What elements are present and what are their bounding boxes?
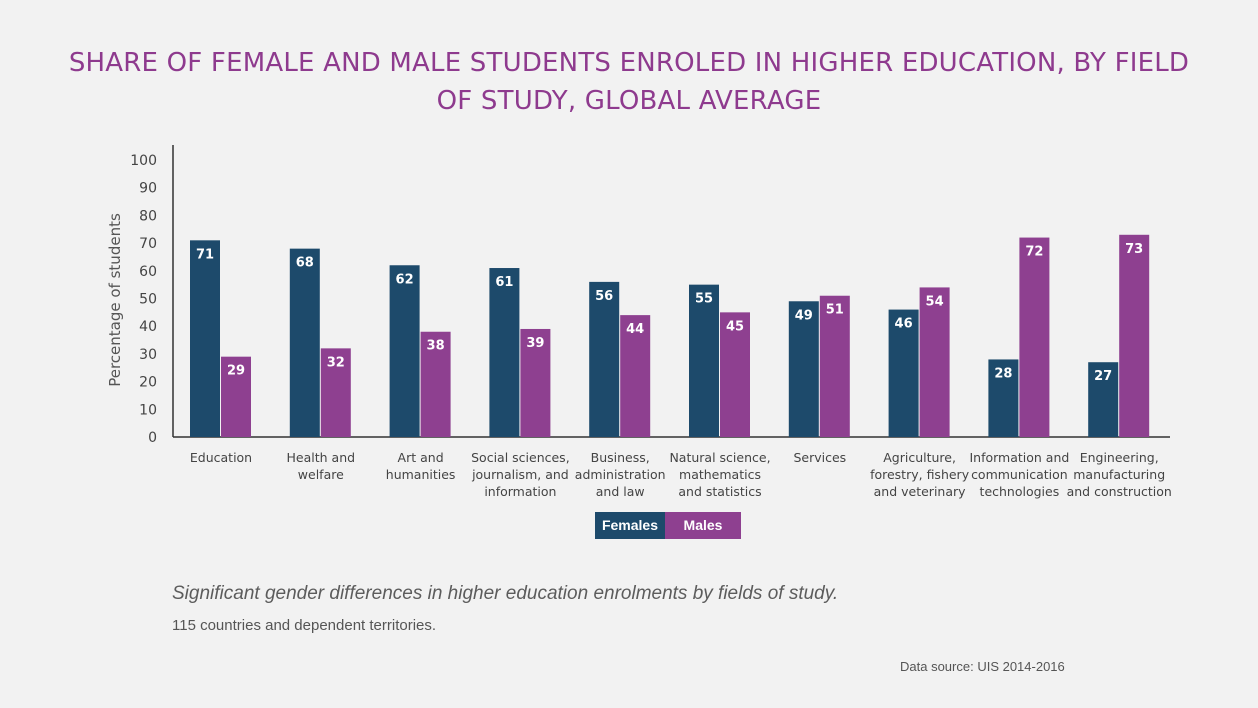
data-label: 39 bbox=[526, 336, 544, 351]
bar-females bbox=[689, 284, 719, 437]
y-tick-label: 10 bbox=[139, 402, 157, 418]
data-label: 61 bbox=[495, 275, 513, 290]
bar-males bbox=[620, 315, 651, 437]
y-tick-label: 60 bbox=[139, 264, 157, 280]
bar-males bbox=[720, 312, 750, 437]
bar-females bbox=[489, 268, 520, 437]
bar-females bbox=[190, 240, 220, 437]
data-label: 62 bbox=[396, 272, 414, 287]
data-source: Data source: UIS 2014-2016 bbox=[900, 659, 1065, 674]
data-label: 56 bbox=[595, 289, 613, 304]
x-tick-label: Education bbox=[190, 450, 252, 465]
x-tick-label: Natural science, mathematics and statistic… bbox=[669, 450, 770, 499]
x-tick-label: Engineering, manufacturing and constructio… bbox=[1067, 450, 1172, 499]
bar-males bbox=[221, 356, 251, 437]
data-label: 51 bbox=[826, 303, 844, 318]
data-label: 68 bbox=[296, 256, 314, 271]
data-label: 45 bbox=[726, 319, 744, 334]
chart-title: SHARE OF FEMALE AND MALE STUDENTS ENROLE… bbox=[68, 48, 1190, 116]
y-tick-label: 20 bbox=[139, 375, 157, 391]
y-tick-label: 50 bbox=[139, 292, 157, 308]
x-tick-label: Services bbox=[793, 450, 846, 465]
x-tick-label: Business, administration and law bbox=[575, 450, 666, 499]
data-label: 32 bbox=[327, 355, 345, 370]
y-tick-label: 100 bbox=[130, 153, 157, 169]
bar-females bbox=[389, 265, 420, 437]
bar-females bbox=[988, 359, 1019, 437]
y-tick-label: 0 bbox=[148, 430, 157, 446]
legend: Females Males bbox=[595, 512, 741, 539]
bar-females bbox=[589, 281, 620, 437]
data-label: 71 bbox=[196, 247, 214, 262]
caption-main: Significant gender differences in higher… bbox=[172, 583, 839, 604]
x-tick-label: Information and communication technologies bbox=[969, 450, 1069, 499]
x-tick-label: Art and humanities bbox=[386, 450, 456, 482]
bar-males bbox=[1119, 234, 1150, 437]
bar-males bbox=[420, 331, 451, 437]
data-label: 55 bbox=[695, 292, 713, 307]
data-label: 38 bbox=[427, 339, 445, 354]
bar-females bbox=[888, 309, 919, 437]
data-label: 29 bbox=[227, 364, 245, 379]
data-label: 28 bbox=[994, 366, 1012, 381]
x-tick-label: Agriculture, forestry, fishery and veterin… bbox=[870, 450, 970, 499]
y-tick-label: 80 bbox=[139, 208, 157, 224]
y-tick-label: 40 bbox=[139, 319, 157, 335]
y-tick-label: 70 bbox=[139, 236, 157, 252]
y-tick-label: 90 bbox=[139, 181, 157, 197]
bar-males bbox=[320, 348, 351, 437]
legend-item-females: Females bbox=[595, 512, 665, 539]
y-tick-label: 30 bbox=[139, 347, 157, 363]
data-label: 73 bbox=[1125, 242, 1143, 257]
bar-males bbox=[819, 295, 850, 437]
data-label: 44 bbox=[626, 322, 644, 337]
bar-females bbox=[289, 248, 320, 437]
data-label: 54 bbox=[926, 294, 944, 309]
caption-sub: 115 countries and dependent territories. bbox=[172, 617, 437, 634]
x-tick-label: Social sciences, journalism, and informati… bbox=[471, 450, 570, 499]
bar-males bbox=[1019, 237, 1050, 437]
data-label: 27 bbox=[1094, 369, 1112, 384]
bar-females bbox=[1088, 362, 1119, 437]
data-label: 72 bbox=[1025, 245, 1043, 260]
data-label: 46 bbox=[895, 317, 913, 332]
bar-females bbox=[788, 301, 819, 437]
bar-males bbox=[520, 328, 551, 437]
bar-males bbox=[919, 287, 950, 437]
data-label: 49 bbox=[795, 308, 813, 323]
legend-item-males: Males bbox=[665, 512, 741, 539]
x-tick-label: Health and welfare bbox=[287, 450, 356, 482]
y-axis-label: Percentage of students bbox=[106, 213, 124, 387]
